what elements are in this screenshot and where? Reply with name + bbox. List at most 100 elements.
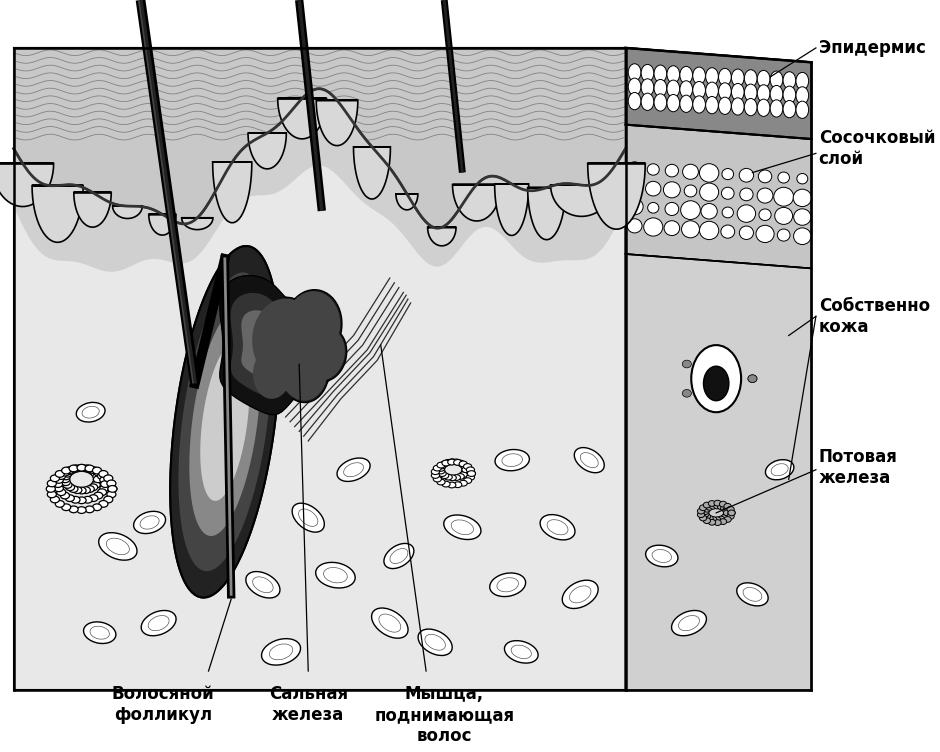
Ellipse shape (292, 503, 324, 532)
Ellipse shape (641, 79, 654, 96)
Ellipse shape (628, 78, 641, 96)
Ellipse shape (66, 468, 74, 475)
Ellipse shape (70, 496, 80, 503)
Polygon shape (588, 163, 645, 229)
Ellipse shape (667, 95, 680, 112)
Ellipse shape (371, 608, 408, 638)
Ellipse shape (463, 464, 472, 469)
Ellipse shape (796, 102, 808, 118)
Ellipse shape (466, 475, 475, 481)
Ellipse shape (693, 81, 705, 99)
Ellipse shape (646, 545, 678, 567)
Polygon shape (0, 163, 54, 207)
Ellipse shape (719, 502, 727, 507)
Polygon shape (230, 293, 307, 397)
Ellipse shape (770, 71, 783, 88)
Ellipse shape (723, 399, 732, 406)
Ellipse shape (797, 174, 807, 184)
Ellipse shape (94, 493, 102, 499)
Ellipse shape (626, 199, 643, 215)
Polygon shape (527, 188, 566, 240)
Polygon shape (170, 246, 279, 598)
Polygon shape (306, 329, 345, 380)
Ellipse shape (98, 489, 106, 496)
Ellipse shape (664, 221, 680, 235)
Ellipse shape (55, 471, 64, 478)
Ellipse shape (81, 487, 90, 493)
Ellipse shape (739, 168, 754, 182)
Ellipse shape (505, 641, 538, 663)
Ellipse shape (444, 515, 481, 539)
Ellipse shape (93, 473, 102, 480)
Ellipse shape (84, 622, 116, 644)
Ellipse shape (783, 86, 796, 103)
Ellipse shape (744, 70, 757, 87)
Ellipse shape (60, 469, 70, 476)
Ellipse shape (770, 100, 783, 117)
Polygon shape (0, 0, 853, 721)
Polygon shape (252, 299, 319, 382)
Ellipse shape (108, 486, 117, 493)
Ellipse shape (101, 481, 110, 487)
Ellipse shape (76, 402, 105, 422)
Ellipse shape (85, 465, 94, 472)
Ellipse shape (437, 462, 445, 468)
Ellipse shape (452, 475, 461, 481)
Ellipse shape (91, 481, 101, 488)
Ellipse shape (628, 162, 641, 174)
Ellipse shape (748, 374, 757, 383)
Ellipse shape (710, 517, 717, 523)
Text: Сальная
железа: Сальная железа (269, 685, 348, 724)
Ellipse shape (540, 514, 575, 540)
Ellipse shape (99, 532, 137, 560)
Polygon shape (625, 125, 811, 268)
Ellipse shape (775, 208, 792, 224)
Ellipse shape (699, 183, 719, 201)
Text: Мышца,
поднимающая
волос: Мышца, поднимающая волос (374, 685, 514, 745)
Ellipse shape (777, 229, 790, 241)
Ellipse shape (693, 67, 705, 84)
Polygon shape (189, 308, 260, 536)
Ellipse shape (740, 226, 754, 239)
Ellipse shape (77, 497, 86, 504)
Ellipse shape (93, 479, 102, 486)
Ellipse shape (462, 467, 470, 472)
Ellipse shape (699, 515, 707, 521)
Ellipse shape (713, 517, 721, 523)
Ellipse shape (562, 581, 598, 608)
Ellipse shape (141, 611, 176, 635)
Ellipse shape (727, 506, 734, 512)
Ellipse shape (793, 228, 811, 244)
Ellipse shape (717, 516, 725, 522)
Ellipse shape (54, 481, 63, 487)
Ellipse shape (759, 170, 772, 183)
Polygon shape (113, 206, 142, 219)
Ellipse shape (699, 221, 719, 240)
Text: Потовая
железа: Потовая железа (819, 448, 898, 487)
Ellipse shape (628, 92, 641, 110)
Ellipse shape (442, 481, 450, 487)
Ellipse shape (693, 96, 705, 113)
Ellipse shape (77, 487, 86, 494)
Polygon shape (212, 162, 252, 223)
Ellipse shape (721, 505, 728, 511)
Ellipse shape (94, 469, 102, 476)
Ellipse shape (462, 469, 469, 475)
Ellipse shape (710, 503, 717, 509)
Ellipse shape (691, 345, 741, 412)
Ellipse shape (644, 218, 663, 236)
Ellipse shape (447, 482, 456, 488)
Ellipse shape (731, 69, 744, 86)
Ellipse shape (107, 480, 116, 487)
Ellipse shape (699, 505, 707, 511)
Ellipse shape (722, 207, 733, 218)
Ellipse shape (438, 471, 446, 477)
Ellipse shape (70, 465, 80, 472)
Ellipse shape (456, 474, 464, 479)
Ellipse shape (756, 226, 775, 243)
Polygon shape (316, 100, 358, 146)
Ellipse shape (737, 583, 768, 606)
Ellipse shape (63, 481, 72, 488)
Ellipse shape (778, 172, 790, 183)
Ellipse shape (101, 481, 110, 487)
